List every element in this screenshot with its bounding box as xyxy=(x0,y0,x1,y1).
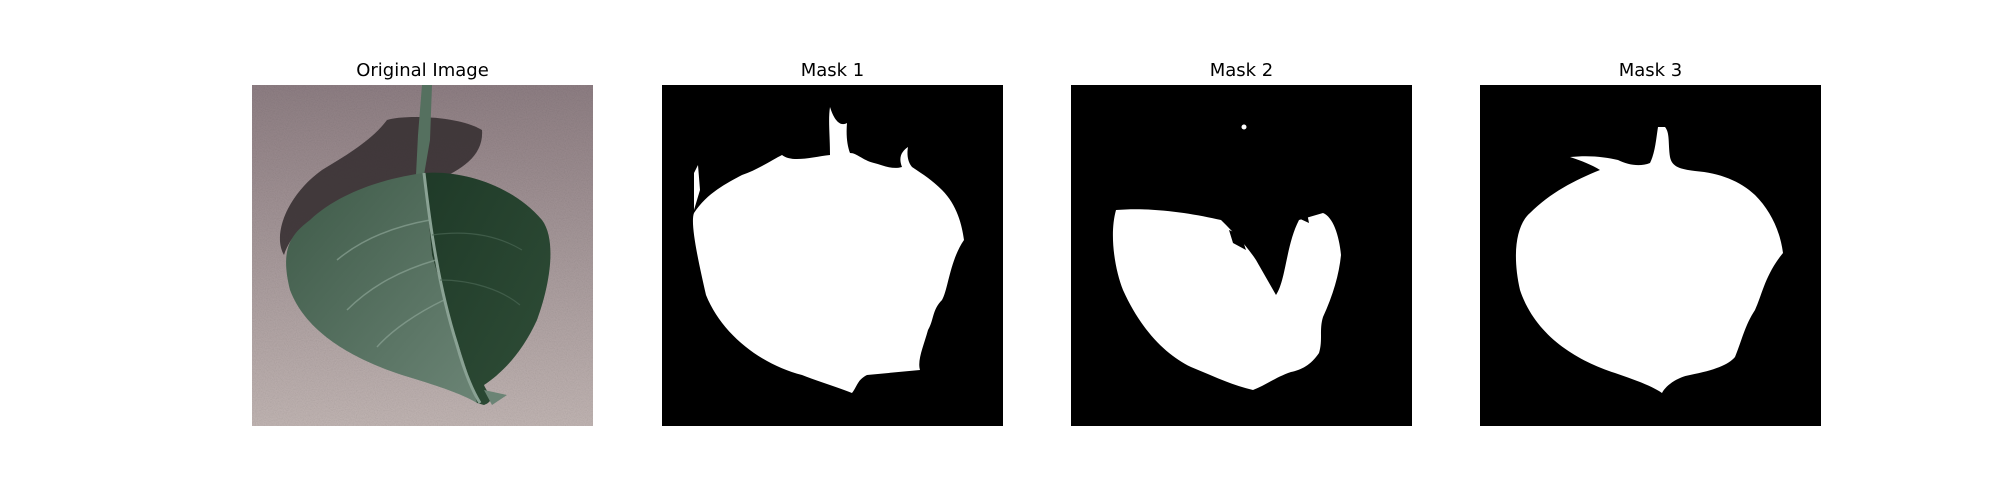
panel-mask-3: Mask 3 xyxy=(1480,58,1821,426)
panel-mask-2: Mask 2 xyxy=(1071,58,1412,426)
panel-original-image: Original Image xyxy=(252,58,593,426)
mask-2-image xyxy=(1071,85,1412,426)
panel-title-original: Original Image xyxy=(356,60,489,81)
mask-1-image xyxy=(662,85,1003,426)
panel-mask-1: Mask 1 xyxy=(662,58,1003,426)
panel-title-mask-2: Mask 2 xyxy=(1209,60,1274,81)
mask-3-image xyxy=(1480,85,1821,426)
mask-2-region xyxy=(1112,209,1341,390)
mask-3-region xyxy=(1515,127,1783,393)
panel-title-mask-3: Mask 3 xyxy=(1618,60,1683,81)
panel-title-mask-1: Mask 1 xyxy=(800,60,865,81)
mask-1-region xyxy=(692,107,964,393)
original-leaf-photo xyxy=(252,85,593,426)
